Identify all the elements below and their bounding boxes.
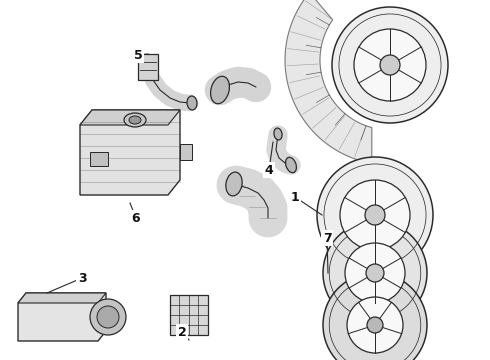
- Polygon shape: [80, 110, 180, 195]
- Circle shape: [332, 7, 448, 123]
- Ellipse shape: [187, 96, 197, 110]
- Text: 7: 7: [322, 231, 331, 244]
- Text: 1: 1: [291, 190, 299, 203]
- FancyBboxPatch shape: [138, 54, 158, 80]
- Ellipse shape: [211, 76, 229, 104]
- Circle shape: [97, 306, 119, 328]
- Ellipse shape: [124, 113, 146, 127]
- Circle shape: [323, 273, 427, 360]
- Polygon shape: [18, 293, 106, 303]
- Circle shape: [354, 29, 426, 101]
- Circle shape: [90, 299, 126, 335]
- FancyBboxPatch shape: [90, 152, 108, 166]
- Text: 5: 5: [134, 49, 143, 62]
- FancyBboxPatch shape: [170, 295, 208, 335]
- Circle shape: [380, 55, 400, 75]
- Text: 2: 2: [178, 325, 186, 338]
- Circle shape: [365, 205, 385, 225]
- Polygon shape: [18, 293, 106, 341]
- Circle shape: [347, 297, 403, 353]
- Circle shape: [323, 221, 427, 325]
- Ellipse shape: [226, 172, 242, 196]
- Text: 4: 4: [265, 163, 273, 176]
- Circle shape: [366, 264, 384, 282]
- FancyBboxPatch shape: [180, 144, 192, 160]
- Ellipse shape: [286, 157, 296, 173]
- Text: 3: 3: [78, 271, 86, 284]
- Circle shape: [345, 243, 405, 303]
- Polygon shape: [80, 110, 180, 125]
- Ellipse shape: [274, 128, 282, 140]
- Circle shape: [367, 317, 383, 333]
- Text: 6: 6: [132, 212, 140, 225]
- Polygon shape: [285, 0, 372, 163]
- Circle shape: [340, 180, 410, 250]
- Circle shape: [317, 157, 433, 273]
- Ellipse shape: [129, 116, 141, 124]
